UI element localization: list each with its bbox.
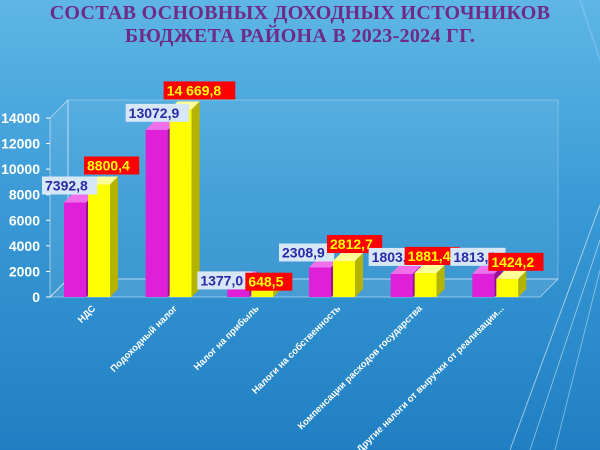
data-label-1-3: 1377,0 — [200, 272, 243, 288]
bar-side-2-6 — [518, 270, 527, 297]
decorative-lines — [510, 0, 600, 450]
data-label-bg-2-5 — [404, 246, 460, 265]
y-tick-label: 12000 — [1, 136, 40, 152]
bar-top-2-6 — [496, 270, 527, 279]
category-label-1: НДС — [76, 303, 98, 325]
y-tick-label: 4000 — [9, 238, 40, 254]
y-tick-label: 10000 — [1, 161, 40, 177]
bar-side-2-5 — [436, 264, 445, 297]
data-label-bg-2-6 — [488, 252, 544, 271]
bar-front-2-1 — [88, 184, 110, 297]
data-label-bg-2-1 — [84, 156, 140, 175]
data-label-2-3: 648,5 — [248, 274, 283, 290]
category-label-6: Другие налоги от выручки от реализации..… — [355, 303, 507, 450]
data-label-bg-1-1 — [42, 176, 98, 195]
y-tick-label: 0 — [32, 289, 40, 305]
data-label-1-1: 7392,8 — [45, 177, 88, 193]
data-label-1-4: 2308,9 — [282, 244, 325, 260]
bar-side-2-1 — [110, 176, 118, 297]
bar-top-2-5 — [414, 264, 445, 273]
bar-side-2-4 — [355, 253, 363, 297]
data-label-bg-1-2 — [125, 103, 190, 122]
y-tick-label: 8000 — [9, 187, 40, 203]
category-label-2: Подоходный налог — [108, 303, 179, 374]
data-label-bg-2-4 — [327, 235, 383, 254]
bar-top-2-4 — [333, 253, 363, 262]
data-label-1-5: 1803,1 — [372, 249, 415, 265]
bar-front-2-4 — [333, 261, 355, 297]
bar-top-1-2 — [145, 121, 176, 130]
data-label-bg-1-3 — [197, 271, 253, 290]
data-label-2-4: 2812,7 — [330, 236, 373, 252]
data-label-2-2: 14 669,8 — [167, 82, 222, 98]
data-label-bg-1-4 — [279, 243, 335, 262]
data-label-2-1: 8800,4 — [87, 157, 130, 173]
bar-side-2-2 — [191, 101, 200, 297]
y-tick-label: 6000 — [9, 212, 40, 228]
bar-front-1-5 — [390, 273, 413, 297]
data-label-1-2: 13072,9 — [129, 105, 180, 121]
bar-front-2-3 — [251, 288, 274, 297]
chart-title-line-1: СОСТАВ ОСНОВНЫХ ДОХОДНЫХ ИСТОЧНИКОВ — [49, 2, 551, 24]
bar-front-1-1 — [64, 202, 86, 297]
data-label-bg-2-2 — [163, 81, 236, 100]
bar-front-1-2 — [145, 129, 168, 297]
bar-top-1-5 — [390, 265, 421, 274]
y-tick-label: 2000 — [9, 263, 40, 279]
data-label-2-6: 1424,2 — [491, 254, 534, 270]
bar-front-1-6 — [472, 273, 495, 297]
data-label-bg-2-3 — [245, 272, 293, 291]
chart-title-line-2: БЮДЖЕТА РАЙОНА В 2023-2024 ГГ. — [124, 25, 476, 47]
bar-front-2-5 — [414, 272, 437, 297]
data-label-1-6: 1813,9 — [453, 249, 496, 265]
bar-front-1-4 — [309, 267, 331, 297]
category-label-3: Налог на прибыль — [192, 303, 262, 373]
bar-front-2-6 — [496, 278, 519, 297]
category-label-4: Налоги на собственность — [250, 303, 343, 396]
chart-title: СОСТАВ ОСНОВНЫХ ДОХОДНЫХ ИСТОЧНИКОВ БЮДЖ… — [0, 2, 600, 48]
bar-top-1-1 — [64, 194, 94, 203]
data-label-2-5: 1881,4 — [408, 248, 451, 264]
y-tick-label: 14000 — [1, 110, 40, 126]
bar-front-2-2 — [169, 109, 192, 297]
